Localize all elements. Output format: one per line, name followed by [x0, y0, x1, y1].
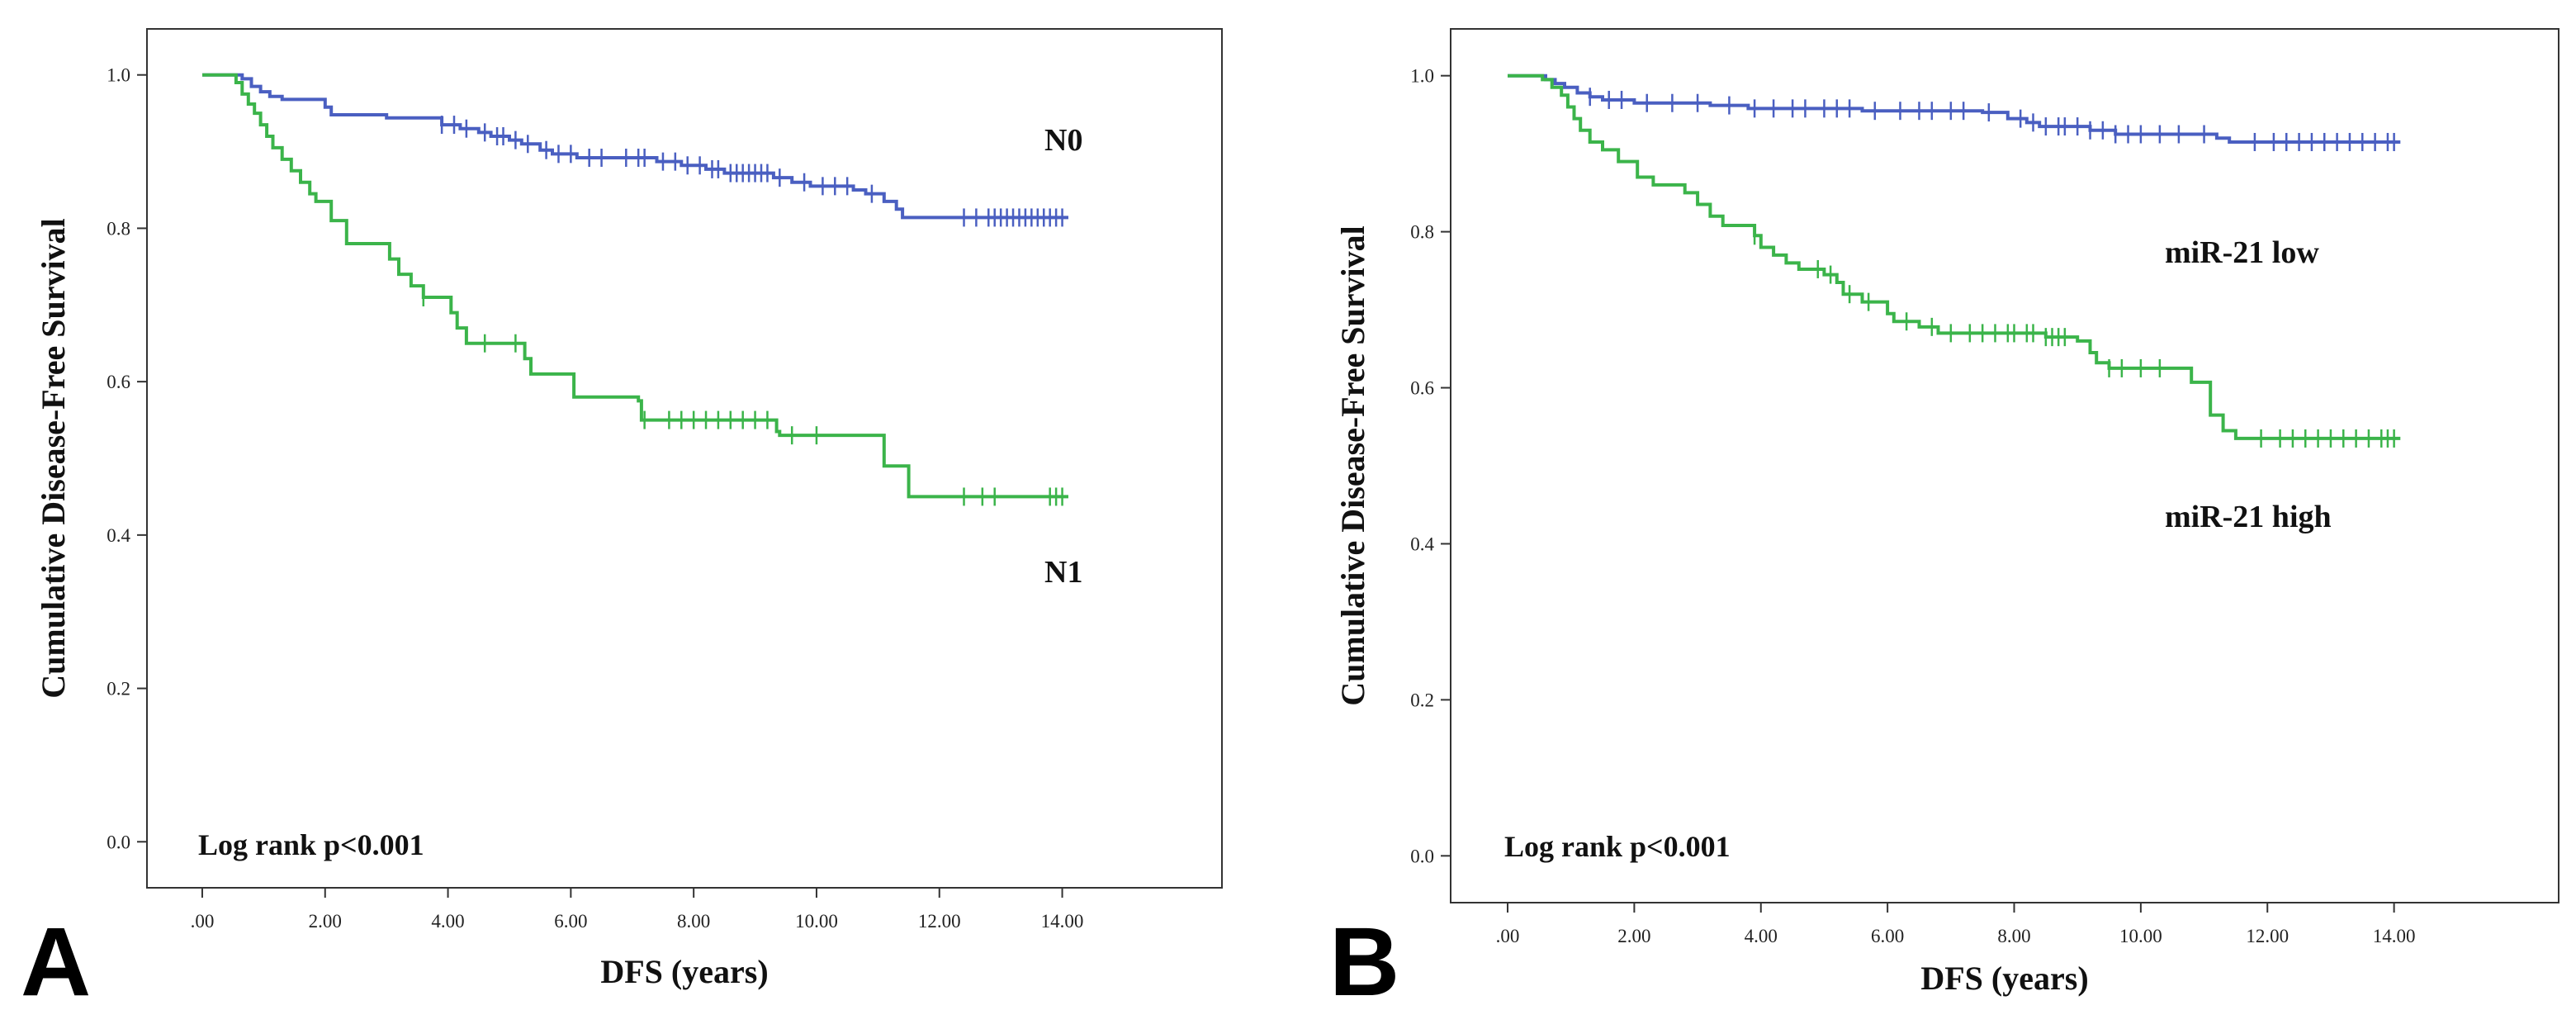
x-tick-label: 12.00 — [918, 911, 961, 932]
series-label: miR-21 low — [2165, 235, 2319, 270]
log-rank-annotation: Log rank p<0.001 — [1504, 830, 1731, 863]
y-axis-label: Cumulative Disease-Free Survival — [1334, 225, 1371, 705]
survival-curve-high-risk — [202, 73, 1068, 499]
x-tick-label: 14.00 — [1041, 911, 1084, 932]
y-tick-label: 0.6 — [1410, 378, 1434, 399]
x-tick-label: 14.00 — [2373, 926, 2416, 946]
x-tick-label: 8.00 — [1997, 926, 2030, 946]
panel-letter: B — [1329, 908, 1399, 1017]
panel-b: .00 2.00 4.00 6.00 8.00 10.00 12.00 14.00 0.0 0.2… — [1329, 28, 2559, 1017]
log-rank-annotation: Log rank p<0.001 — [198, 828, 424, 861]
x-axis-label: DFS (years) — [600, 953, 768, 990]
panel-letter: A — [21, 908, 91, 1017]
series-label: miR-21 high — [2165, 500, 2332, 534]
y-tick-label: 1.0 — [107, 65, 130, 86]
y-tick-label: 0.0 — [107, 832, 130, 852]
series-label: N0 — [1044, 123, 1082, 158]
x-tick-label: 10.00 — [795, 911, 838, 932]
survival-curve-high-risk — [1508, 74, 2401, 440]
y-tick-label: 1.0 — [1410, 66, 1434, 87]
x-axis-label: DFS (years) — [1920, 960, 2088, 997]
survival-curve-low-risk — [1508, 74, 2401, 144]
x-tick-label: 12.00 — [2246, 926, 2289, 946]
x-tick-label: 8.00 — [677, 911, 710, 932]
x-tick-label: 2.00 — [1617, 926, 1650, 946]
x-tick-label: 6.00 — [554, 911, 587, 932]
y-tick-label: 0.8 — [1410, 222, 1434, 243]
x-tick-label: 4.00 — [1745, 926, 1778, 946]
x-tick-label: .00 — [191, 911, 215, 932]
y-axis-label: Cumulative Disease-Free Survival — [35, 218, 72, 698]
y-tick-label: 0.0 — [1410, 846, 1434, 866]
y-tick-label: 0.4 — [1410, 533, 1434, 554]
x-tick-label: 2.00 — [309, 911, 342, 932]
survival-curve-low-risk — [202, 73, 1068, 220]
x-tick-label: 4.00 — [431, 911, 464, 932]
plot-frame — [1450, 28, 2559, 903]
y-tick-label: 0.4 — [107, 525, 130, 546]
plot-frame — [146, 28, 1223, 889]
y-tick-label: 0.2 — [1410, 690, 1434, 710]
x-tick-label: 6.00 — [1871, 926, 1904, 946]
y-tick-label: 0.8 — [107, 218, 130, 239]
y-tick-label: 0.6 — [107, 372, 130, 392]
series-label: N1 — [1044, 555, 1082, 590]
panel-a: .00 2.00 4.00 6.00 8.00 10.00 12.00 14.00 0.0 0.2… — [21, 28, 1223, 1017]
y-tick-label: 0.2 — [107, 679, 130, 699]
x-tick-label: 10.00 — [2119, 926, 2162, 946]
x-tick-label: .00 — [1496, 926, 1520, 946]
